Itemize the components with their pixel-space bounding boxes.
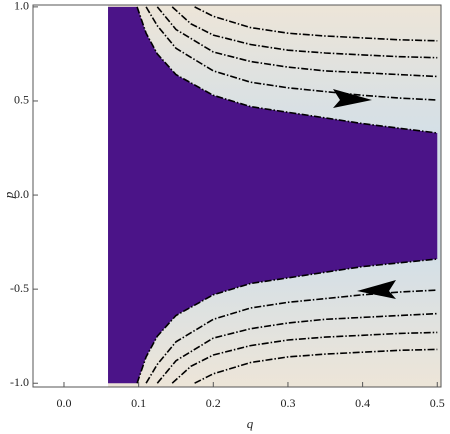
x-tick-label: 0.1 xyxy=(131,396,146,410)
contour-line xyxy=(156,6,438,78)
contour-line xyxy=(156,312,438,384)
x-tick-label: 0.0 xyxy=(56,396,71,410)
contour-line xyxy=(136,6,438,134)
contour-line xyxy=(171,331,438,384)
y-tick-label: -1.0 xyxy=(10,375,29,389)
plot-area xyxy=(108,5,442,387)
flow-arrow xyxy=(333,89,372,108)
y-tick-label: 0.0 xyxy=(14,187,29,201)
x-tick-label: 0.4 xyxy=(355,396,370,410)
flow-arrow xyxy=(357,280,396,299)
contour-line xyxy=(145,6,438,101)
x-tick-label: 0.3 xyxy=(280,396,295,410)
y-tick-label: 0.5 xyxy=(14,93,29,107)
x-axis-label: q xyxy=(247,416,254,431)
contour-line xyxy=(171,6,438,59)
frame xyxy=(32,4,442,388)
y-tick-label: 1.0 xyxy=(14,0,29,13)
contour-line xyxy=(194,6,438,42)
y-tick-label: -0.5 xyxy=(10,281,29,295)
x-tick-label: 0.2 xyxy=(206,396,221,410)
x-tick-label: 0.5 xyxy=(430,396,445,410)
region xyxy=(108,6,438,384)
y-axis-label: p xyxy=(1,191,16,199)
contour-line xyxy=(136,258,438,384)
contour-line xyxy=(194,348,438,384)
